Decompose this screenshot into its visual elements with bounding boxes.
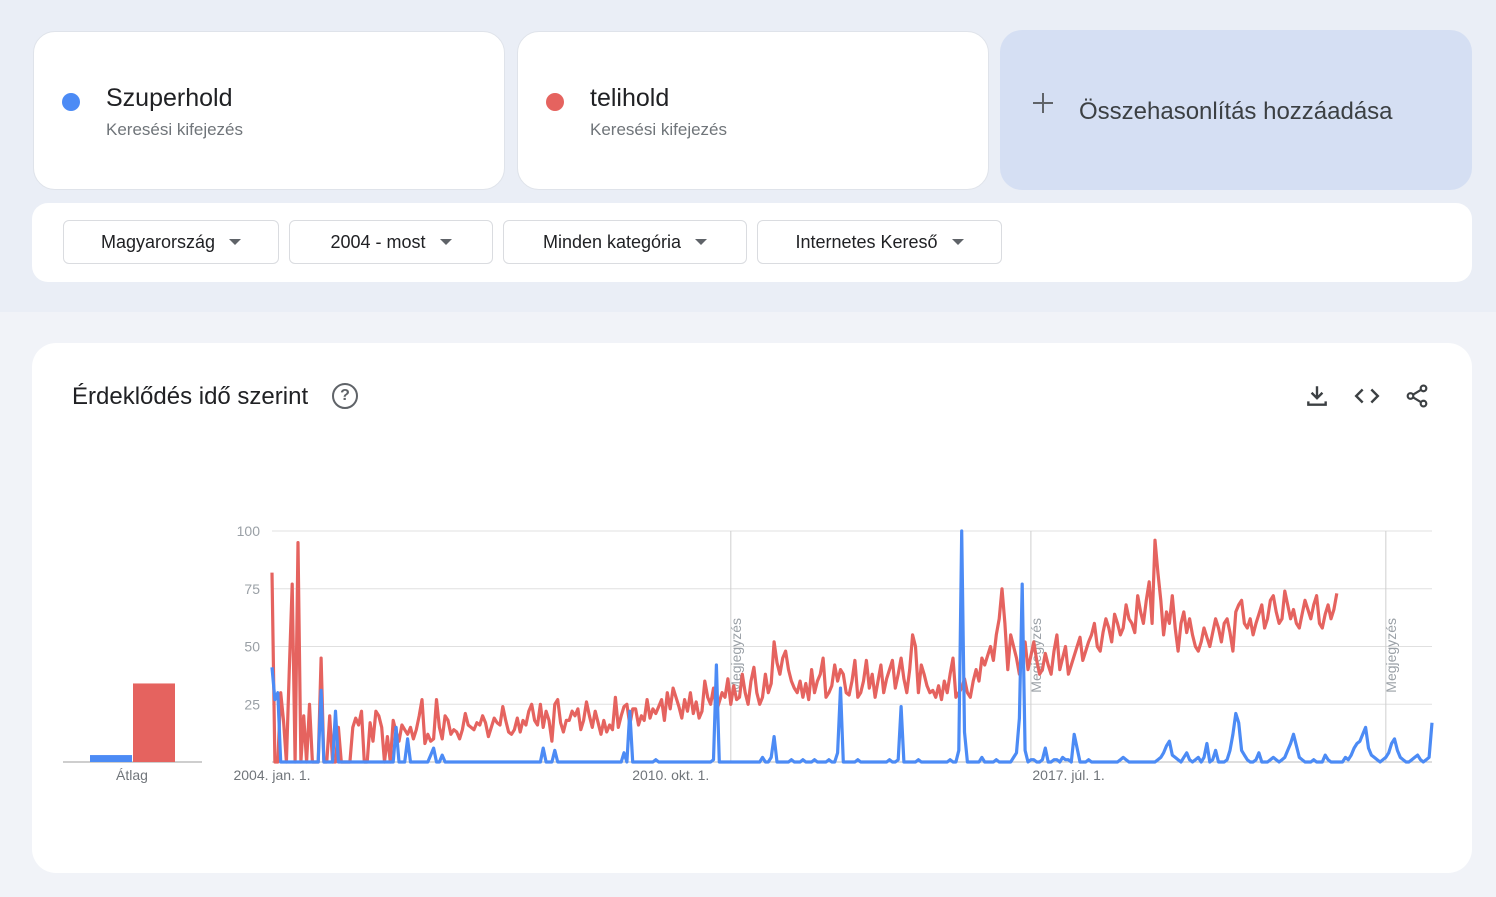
y-tick-label: 75 — [244, 581, 260, 597]
x-tick-label: 2004. jan. 1. — [233, 767, 310, 783]
x-tick-label: 2017. júl. 1. — [1032, 767, 1104, 783]
series-color-dot-icon — [546, 93, 564, 111]
average-bar-telihold — [133, 683, 175, 762]
filter-label: Minden kategória — [542, 231, 682, 252]
share-icon[interactable] — [1404, 383, 1430, 409]
filter-category-dropdown[interactable]: Minden kategória — [503, 220, 747, 264]
help-icon[interactable]: ? — [332, 383, 358, 409]
embed-code-icon[interactable] — [1354, 383, 1380, 409]
caret-down-icon — [695, 239, 708, 245]
add-comparison-button[interactable]: Összehasonlítás hozzáadása — [1000, 30, 1472, 190]
filter-bar: Magyarország 2004 - most Minden kategóri… — [32, 203, 1472, 282]
filter-time-dropdown[interactable]: 2004 - most — [289, 220, 493, 264]
add-comparison-label: Összehasonlítás hozzáadása — [1079, 98, 1393, 125]
series-line-telihold — [270, 538, 1339, 764]
average-label: Átlag — [116, 767, 148, 783]
interest-over-time-card: 25 50 75 100 Átlag Megjegyzés Megjegyzés Megjeg… — [32, 343, 1472, 873]
term-name[interactable]: Szuperhold — [106, 84, 233, 112]
term-name[interactable]: telihold — [590, 84, 670, 112]
y-tick-label: 25 — [244, 696, 260, 712]
filter-label: Magyarország — [100, 231, 216, 252]
term-card-telihold[interactable]: telihold Keresési kifejezés — [517, 31, 989, 190]
term-type: Keresési kifejezés — [106, 120, 244, 139]
caret-down-icon — [439, 239, 452, 245]
annotation-label: Megjegyzés — [728, 618, 744, 693]
chart-title: Érdeklődés idő szerint — [72, 383, 309, 410]
filter-search-type-dropdown[interactable]: Internetes Kereső — [757, 220, 1002, 264]
filter-region-dropdown[interactable]: Magyarország — [63, 220, 279, 264]
y-tick-label: 100 — [237, 523, 261, 539]
average-bar-szuperhold — [90, 755, 132, 762]
series-color-dot-icon — [62, 93, 80, 111]
download-icon[interactable] — [1304, 383, 1330, 409]
term-type: Keresési kifejezés — [590, 120, 728, 139]
filter-label: Internetes Kereső — [795, 231, 938, 252]
x-tick-label: 2010. okt. 1. — [632, 767, 709, 783]
caret-down-icon — [229, 239, 242, 245]
term-card-szuperhold[interactable]: Szuperhold Keresési kifejezés — [33, 31, 505, 190]
series-line-szuperhold — [270, 529, 1434, 764]
plus-icon — [1032, 92, 1054, 114]
y-tick-label: 50 — [244, 639, 260, 655]
caret-down-icon — [951, 239, 964, 245]
filter-label: 2004 - most — [330, 231, 426, 252]
annotation-label: Megjegyzés — [1383, 618, 1399, 693]
